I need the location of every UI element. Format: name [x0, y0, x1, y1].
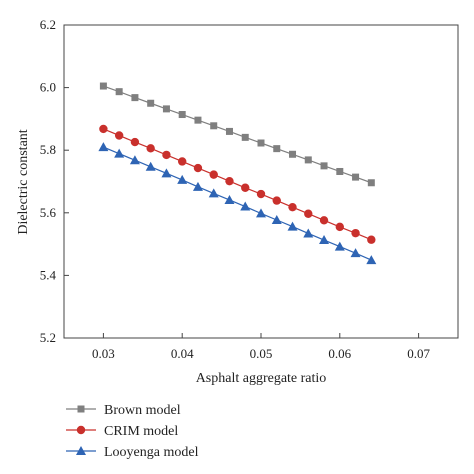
x-axis-ticks: 0.03 0.04 0.05 0.06 0.07: [92, 333, 430, 361]
series-line-crim-model: [103, 128, 372, 241]
data-point-looyenga-model: [177, 174, 188, 184]
legend-label: Looyenga model: [104, 445, 199, 460]
data-point-brown-model: [273, 145, 281, 153]
series-line-brown-model: [103, 85, 372, 184]
y-axis-label: Dielectric constant: [16, 129, 31, 234]
data-point-crim-model: [256, 189, 266, 199]
y-axis-ticks: 5.2 5.4 5.6 5.8 6.0 6.2: [40, 17, 69, 345]
data-point-crim-model: [146, 144, 155, 153]
data-point-brown-model: [178, 111, 186, 119]
data-point-looyenga-model: [240, 201, 251, 211]
data-point-crim-model: [241, 183, 250, 192]
data-point-brown-model: [225, 127, 233, 135]
legend-label: CRIM model: [104, 424, 178, 439]
legend-item-brown-model: Brown model: [66, 403, 181, 418]
data-point-looyenga-model: [303, 228, 314, 238]
data-point-brown-model: [210, 122, 218, 130]
data-point-looyenga-model: [145, 161, 156, 171]
data-point-brown-model: [289, 150, 297, 158]
legend-marker: [76, 425, 86, 435]
data-point-crim-model: [272, 196, 281, 205]
data-point-brown-model: [304, 156, 312, 164]
data-point-crim-model: [162, 150, 171, 160]
data-point-looyenga-model: [366, 255, 377, 265]
data-point-crim-model: [288, 202, 297, 212]
data-point-brown-model: [336, 167, 344, 175]
legend-marker: [77, 405, 85, 413]
data-point-looyenga-model: [271, 214, 282, 224]
legend-item-looyenga-model: Looyenga model: [66, 445, 199, 460]
data-point-brown-model: [367, 179, 375, 187]
data-point-crim-model: [225, 176, 234, 186]
legend-marker: [76, 446, 86, 455]
y-tick-label: 6.0: [40, 80, 56, 95]
data-point-brown-model: [352, 173, 360, 181]
data-point-looyenga-model: [161, 168, 172, 178]
data-point-looyenga-model: [192, 181, 203, 191]
data-point-crim-model: [351, 228, 360, 238]
data-point-brown-model: [147, 99, 155, 107]
data-point-looyenga-model: [208, 188, 219, 198]
data-point-brown-model: [131, 94, 139, 102]
data-point-looyenga-model: [224, 194, 235, 204]
data-point-looyenga-model: [129, 155, 140, 165]
data-point-brown-model: [115, 88, 123, 96]
y-tick-label: 6.2: [40, 17, 56, 32]
data-point-brown-model: [257, 139, 265, 147]
data-point-looyenga-model: [350, 248, 361, 258]
data-point-crim-model: [209, 170, 218, 179]
data-point-crim-model: [114, 131, 124, 140]
series-line-looyenga-model: [103, 146, 372, 261]
data-point-crim-model: [304, 209, 313, 218]
x-tick-label: 0.04: [171, 346, 194, 361]
data-point-crim-model: [99, 124, 108, 134]
x-tick-label: 0.06: [328, 346, 351, 361]
data-point-brown-model: [162, 105, 170, 113]
data-point-brown-model: [194, 116, 202, 124]
data-point-crim-model: [335, 222, 344, 232]
data-point-looyenga-model: [287, 221, 298, 231]
data-point-looyenga-model: [256, 208, 266, 218]
data-point-crim-model: [130, 137, 140, 147]
y-tick-label: 5.2: [40, 330, 56, 345]
y-tick-label: 5.4: [40, 267, 57, 282]
series-looyenga-model: [98, 142, 377, 265]
data-point-looyenga-model: [319, 235, 330, 245]
x-tick-label: 0.03: [92, 346, 115, 361]
y-tick-label: 5.6: [40, 205, 57, 220]
x-axis-label: Asphalt aggregate ratio: [196, 371, 327, 386]
data-point-brown-model: [99, 82, 107, 90]
x-tick-label: 0.07: [407, 346, 430, 361]
data-point-crim-model: [367, 235, 376, 244]
legend-label: Brown model: [104, 403, 181, 418]
series-brown-model: [99, 82, 375, 187]
data-point-brown-model: [241, 133, 249, 141]
data-point-crim-model: [178, 157, 187, 166]
plot-frame: [63, 24, 459, 339]
data-point-looyenga-model: [334, 241, 345, 251]
data-point-crim-model: [193, 163, 203, 173]
series-crim-model: [99, 124, 376, 244]
legend-item-crim-model: CRIM model: [66, 424, 178, 439]
data-point-crim-model: [319, 216, 329, 225]
x-tick-label: 0.05: [250, 346, 273, 361]
series-layer: [98, 82, 377, 265]
data-point-brown-model: [320, 162, 328, 170]
data-point-looyenga-model: [98, 142, 109, 152]
data-point-looyenga-model: [114, 148, 125, 158]
y-tick-label: 5.8: [40, 142, 56, 157]
legend: Brown model CRIM model Looyenga model: [66, 403, 199, 460]
